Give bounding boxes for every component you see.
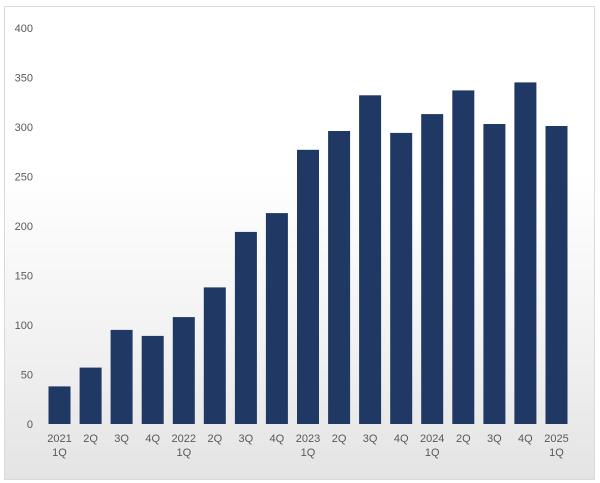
- y-axis: 0 50 100 150 200 250 300 350 400: [15, 23, 33, 431]
- bar: [234, 231, 257, 424]
- bar: [514, 82, 537, 425]
- x-tick-label: 4Q: [145, 433, 160, 445]
- bar: [421, 114, 444, 424]
- x-tick-label: 1Q: [425, 447, 440, 459]
- bar: [48, 386, 71, 424]
- x-tick-label: 4Q: [394, 433, 409, 445]
- x-tick-label: 1Q: [301, 447, 316, 459]
- x-tick-label: 4Q: [518, 433, 533, 445]
- y-tick-label: 400: [15, 23, 33, 35]
- x-tick-label: 2Q: [83, 433, 98, 445]
- bars-group: [48, 82, 568, 425]
- x-tick-label: 3Q: [487, 433, 502, 445]
- bar: [359, 95, 382, 425]
- y-tick-label: 50: [21, 370, 33, 382]
- x-tick-label: 2Q: [207, 433, 222, 445]
- bar: [483, 124, 506, 424]
- bar: [172, 317, 195, 424]
- bar: [203, 287, 226, 424]
- x-tick-label: 2021: [47, 433, 71, 445]
- bar: [265, 213, 288, 424]
- y-tick-label: 150: [15, 271, 33, 283]
- x-tick-label: 2Q: [456, 433, 471, 445]
- y-tick-label: 350: [15, 73, 33, 85]
- bar: [452, 90, 475, 425]
- bar: [545, 126, 568, 424]
- bar: [79, 367, 102, 424]
- y-tick-label: 100: [15, 320, 33, 332]
- x-tick-label: 3Q: [114, 433, 129, 445]
- bar: [328, 131, 351, 424]
- x-axis: 2021 1Q 2Q 3Q 4Q 2022 1Q 2Q 3Q 4Q 2023 1Q 2Q 3Q 4Q 2024…: [47, 433, 568, 459]
- x-tick-label: 2Q: [332, 433, 347, 445]
- y-tick-label: 250: [15, 172, 33, 184]
- x-tick-label: 2024: [420, 433, 444, 445]
- x-tick-label: 2022: [172, 433, 196, 445]
- bar: [297, 149, 319, 425]
- x-tick-label: 1Q: [549, 447, 564, 459]
- y-tick-label: 300: [15, 122, 33, 134]
- x-tick-label: 3Q: [239, 433, 254, 445]
- x-tick-label: 4Q: [270, 433, 285, 445]
- bar: [141, 335, 164, 424]
- y-tick-label: 200: [15, 221, 33, 233]
- y-tick-label: 0: [27, 419, 33, 431]
- x-tick-label: 2025: [544, 433, 568, 445]
- x-tick-label: 2023: [296, 433, 320, 445]
- x-tick-label: 3Q: [363, 433, 378, 445]
- x-tick-label: 1Q: [176, 447, 191, 459]
- x-tick-label: 1Q: [52, 447, 67, 459]
- bar: [390, 132, 413, 424]
- bar: [110, 329, 133, 424]
